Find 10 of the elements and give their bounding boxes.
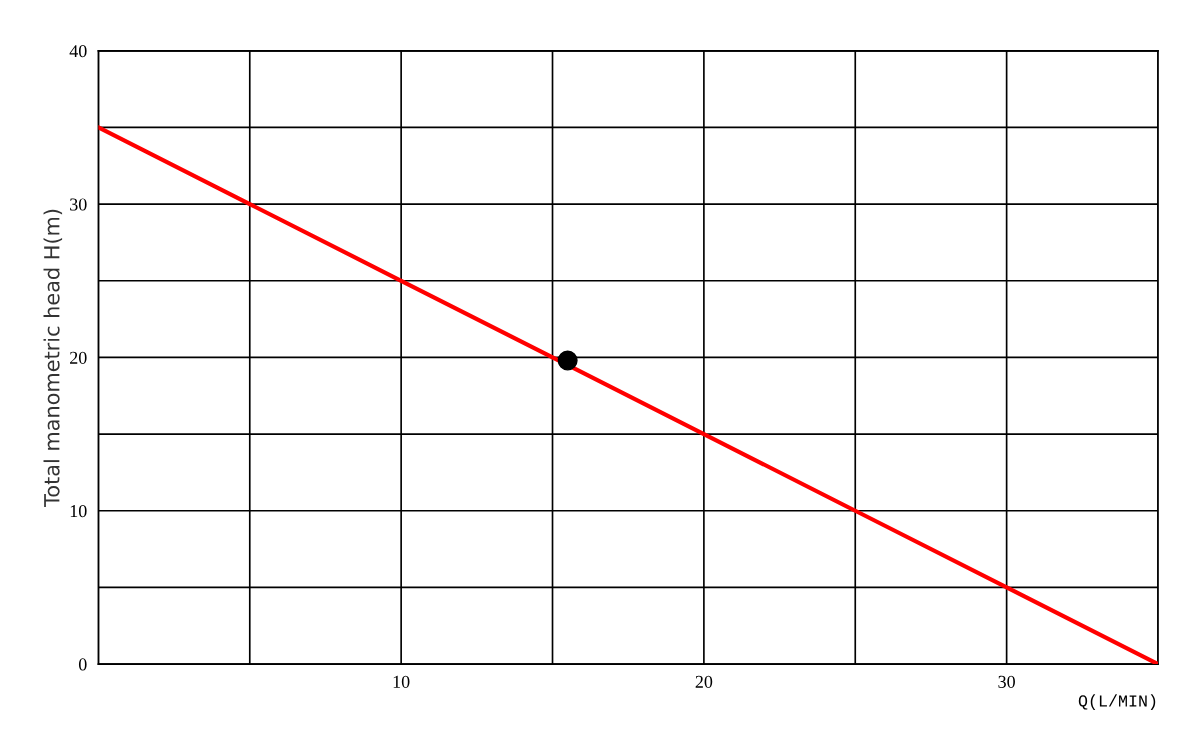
x-tick-label: 20 bbox=[695, 675, 713, 688]
y-tick-label: 10 bbox=[70, 505, 87, 518]
x-tick-label: 10 bbox=[393, 675, 410, 688]
y-tick-label: 0 bbox=[78, 658, 87, 671]
x-tick-label: 30 bbox=[998, 675, 1015, 688]
y-tick-label: 30 bbox=[70, 198, 87, 211]
y-axis-title: Total manometric head H(m) bbox=[43, 209, 63, 507]
x-axis-title: Q(L/MIN) bbox=[1078, 694, 1156, 710]
y-tick-label: 20 bbox=[70, 351, 87, 364]
y-tick-label: 40 bbox=[69, 45, 87, 58]
